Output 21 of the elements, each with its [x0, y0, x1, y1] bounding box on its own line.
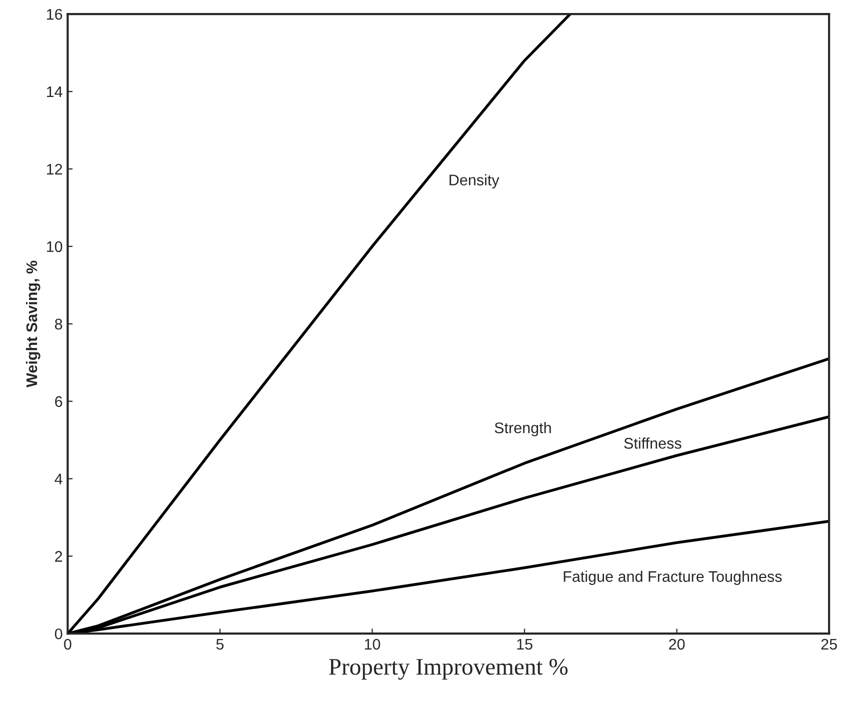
- y-tick-label: 6: [55, 396, 62, 407]
- x-axis-title: Property Improvement %: [329, 658, 568, 680]
- y-tick-label: 8: [54, 318, 62, 330]
- series-label: Strength: [494, 422, 551, 436]
- y-tick-label: 16: [46, 8, 62, 20]
- y-tick-label: 14: [46, 86, 62, 98]
- x-tick-label: 20: [669, 638, 685, 650]
- y-tick-label: 10: [46, 241, 62, 252]
- series-label: Fatigue and Fracture Toughness: [564, 570, 782, 585]
- y-tick-label: 4: [54, 474, 62, 484]
- series-label: Stiffness: [624, 438, 682, 449]
- y-tick-label: 0: [54, 628, 62, 640]
- x-tick-label: 5: [216, 639, 224, 650]
- y-axis-title: Weight Saving, %: [26, 260, 40, 388]
- y-tick-label: 2: [55, 551, 62, 562]
- x-tick-label: 0: [64, 638, 72, 650]
- series-label: Density: [450, 174, 500, 188]
- x-tick-label: 10: [364, 638, 380, 650]
- x-tick-label: 25: [821, 638, 837, 650]
- y-tick-label: 12: [46, 164, 62, 174]
- x-tick-label: 15: [517, 639, 532, 650]
